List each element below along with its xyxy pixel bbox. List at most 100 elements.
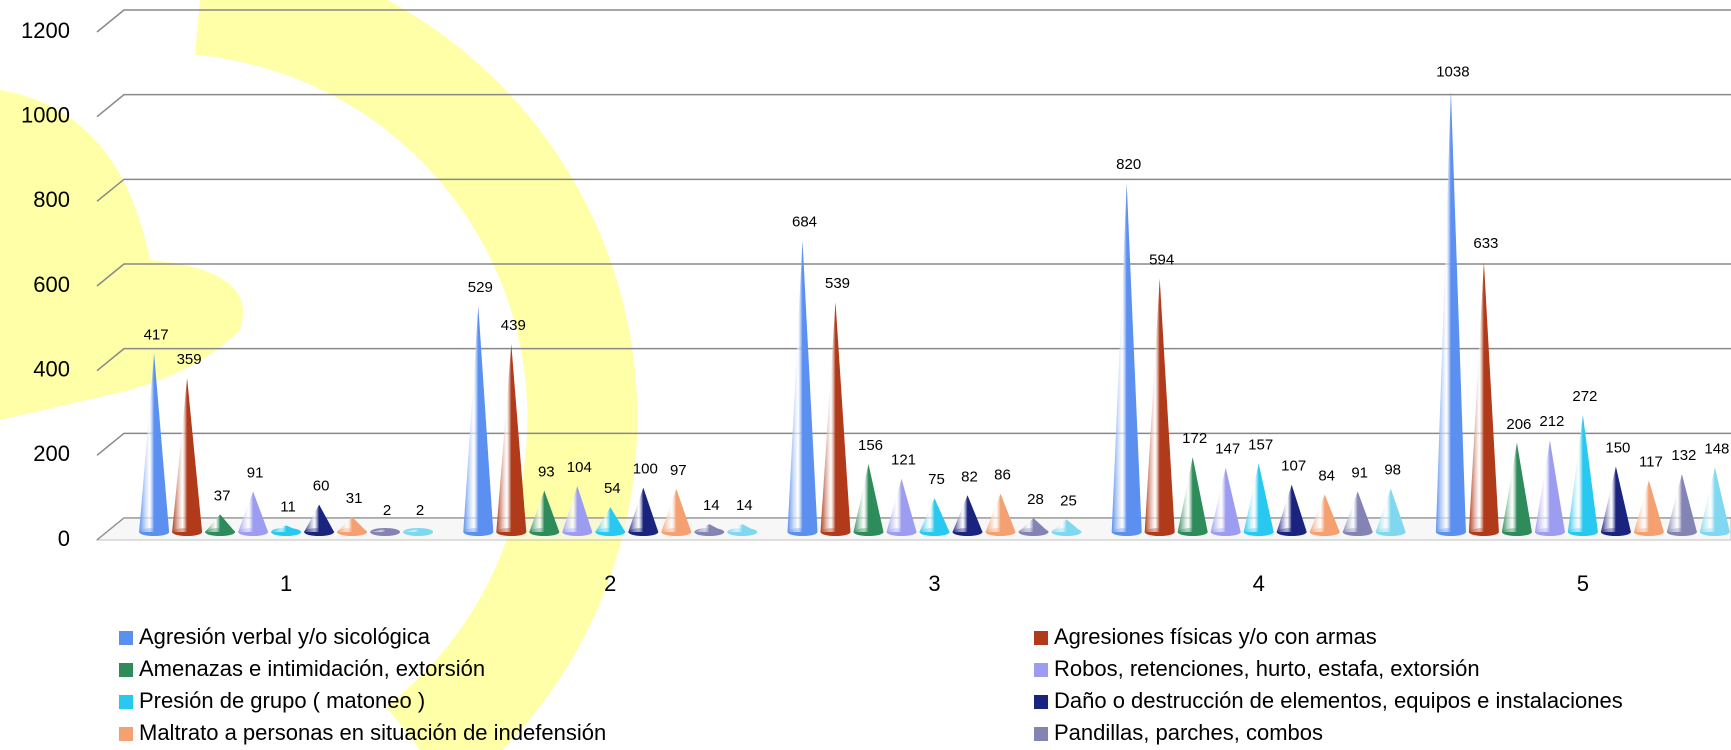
y-tick-label: 400 xyxy=(33,356,70,381)
legend-swatch xyxy=(119,695,133,709)
cone xyxy=(562,485,593,532)
data-label: 820 xyxy=(1116,156,1141,173)
cone xyxy=(1177,457,1208,532)
cone xyxy=(337,516,368,532)
cone xyxy=(1600,466,1631,532)
data-label: 91 xyxy=(1351,464,1368,481)
data-label: 100 xyxy=(633,461,658,478)
cone xyxy=(1435,90,1466,532)
legend-label: Robos, retenciones, hurto, estafa, extor… xyxy=(1054,656,1480,681)
x-tick-label: 5 xyxy=(1577,571,1589,596)
cone xyxy=(463,306,494,532)
x-tick-label: 3 xyxy=(928,571,940,596)
cone xyxy=(1018,518,1049,532)
legend-label: Agresiones físicas y/o con armas xyxy=(1054,624,1377,649)
y-tick-label: 800 xyxy=(33,187,70,212)
x-tick-label: 4 xyxy=(1253,571,1265,596)
data-label: 684 xyxy=(792,213,817,230)
data-label: 28 xyxy=(1027,491,1044,508)
data-label: 206 xyxy=(1506,416,1531,433)
cone xyxy=(496,344,527,532)
cone xyxy=(205,514,236,532)
cone xyxy=(304,504,335,532)
cone xyxy=(1468,262,1499,532)
cone xyxy=(1375,488,1406,532)
cone xyxy=(271,525,302,532)
grid-line xyxy=(96,432,1731,456)
data-label: 539 xyxy=(825,275,850,292)
grid-line xyxy=(96,178,1731,202)
cone xyxy=(919,498,950,532)
legend-swatch xyxy=(1034,727,1048,741)
cone xyxy=(403,529,434,532)
cone xyxy=(787,240,818,532)
data-label: 2 xyxy=(383,502,391,519)
cone xyxy=(985,493,1016,532)
legend-label: Amenazas e intimidación, extorsión xyxy=(139,656,485,681)
cone xyxy=(139,353,170,532)
data-label: 82 xyxy=(961,468,978,485)
data-label: 2 xyxy=(416,502,424,519)
data-label: 54 xyxy=(604,480,621,497)
legend-swatch xyxy=(1034,663,1048,677)
cone xyxy=(595,507,626,532)
legend-swatch xyxy=(119,727,133,741)
x-tick-label: 2 xyxy=(604,571,616,596)
data-label: 633 xyxy=(1473,235,1498,252)
y-tick-label: 0 xyxy=(58,526,70,551)
cone xyxy=(370,529,401,532)
data-label: 150 xyxy=(1605,439,1630,456)
data-label: 91 xyxy=(247,464,264,481)
cone xyxy=(1210,467,1241,532)
grid-line xyxy=(96,93,1731,118)
data-label: 359 xyxy=(177,351,202,368)
legend-swatch xyxy=(1034,695,1048,709)
data-label: 25 xyxy=(1060,492,1077,509)
y-tick-label: 200 xyxy=(33,441,70,466)
cone xyxy=(661,488,692,532)
data-label: 60 xyxy=(313,478,330,495)
legend-label: Daño o destrucción de elementos, equipos… xyxy=(1054,688,1623,713)
cone xyxy=(238,491,269,532)
cone xyxy=(529,490,560,532)
data-label: 107 xyxy=(1281,458,1306,475)
data-label: 31 xyxy=(346,490,363,507)
cone xyxy=(1342,491,1373,532)
cone xyxy=(1309,494,1340,532)
cone xyxy=(853,463,884,532)
data-label: 148 xyxy=(1704,440,1729,457)
legend-label: Presión de grupo ( matoneo ) xyxy=(139,688,425,713)
data-label: 172 xyxy=(1182,430,1207,447)
data-label: 97 xyxy=(670,462,687,479)
data-label: 117 xyxy=(1639,453,1663,470)
data-label: 14 xyxy=(736,497,753,514)
data-label: 84 xyxy=(1318,467,1335,484)
cone xyxy=(628,487,659,532)
legend-label: Agresión verbal y/o sicológica xyxy=(139,624,431,649)
data-label: 98 xyxy=(1384,461,1401,478)
data-label: 147 xyxy=(1215,441,1240,458)
y-tick-label: 1200 xyxy=(21,18,70,43)
grid-line xyxy=(96,9,1731,33)
background-logo xyxy=(0,0,638,750)
data-label: 212 xyxy=(1539,413,1564,430)
data-label: 104 xyxy=(567,459,592,476)
data-label: 37 xyxy=(214,487,231,504)
cone xyxy=(727,524,758,532)
cone xyxy=(952,495,983,532)
cone xyxy=(1111,182,1142,532)
data-label: 157 xyxy=(1248,437,1273,454)
data-label: 1038 xyxy=(1436,64,1469,81)
data-label: 93 xyxy=(538,464,555,481)
cone xyxy=(1051,519,1082,532)
cone xyxy=(1666,474,1697,532)
data-label: 14 xyxy=(703,497,720,514)
x-tick-label: 1 xyxy=(280,571,292,596)
cone xyxy=(1276,484,1307,532)
data-label: 132 xyxy=(1671,447,1696,464)
data-label: 121 xyxy=(891,452,916,469)
data-label: 529 xyxy=(468,279,493,296)
cone xyxy=(1567,414,1598,532)
data-label: 11 xyxy=(280,498,296,515)
